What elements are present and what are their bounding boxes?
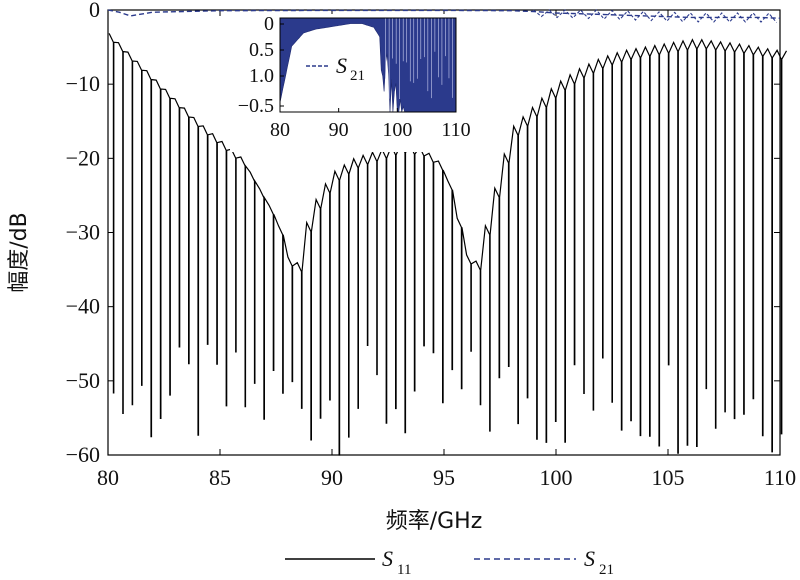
x-tick-label: 110 [764, 465, 796, 490]
y-axis-title: 幅度/dB [7, 212, 32, 292]
series-s21-line [107, 9, 781, 19]
y-tick-label: 0 [89, 0, 100, 22]
x-tick-label: 100 [540, 465, 573, 490]
legend-s11-label-sub: 11 [397, 562, 411, 578]
y-tick-label: −30 [66, 220, 100, 245]
inset-y-tick-label: 0.5 [249, 39, 274, 61]
x-axis-title: 频率/GHz [386, 509, 483, 534]
x-tick-label: 90 [321, 465, 343, 490]
series-s21-ripple [533, 9, 778, 23]
y-tick-label: −40 [66, 294, 100, 319]
inset-legend-label-sub: 21 [350, 68, 365, 84]
x-tick-label: 85 [209, 465, 231, 490]
inset-y-tick-label: 0 [264, 13, 274, 35]
inset-x-tick-label: 80 [270, 119, 290, 141]
x-tick-label: 95 [433, 465, 455, 490]
y-tick-label: −60 [66, 442, 100, 467]
inset-x-tick-label: 100 [382, 119, 412, 141]
y-tick-label: −10 [66, 71, 100, 96]
inset-x-tick-label: 90 [329, 119, 349, 141]
inset-x-tick-label: 110 [441, 119, 470, 141]
x-tick-label: 80 [97, 465, 119, 490]
legend: S 11 S 21 [285, 546, 614, 578]
series-s11-line [108, 33, 788, 456]
legend-s21-label-sub: 21 [599, 562, 614, 578]
inset-legend-box [300, 52, 380, 86]
inset-y-tick-label: −0.5 [238, 95, 274, 117]
x-tick-label: 105 [652, 465, 685, 490]
inset-y-tick-label: 1.0 [249, 65, 274, 87]
legend-s21-label: S [584, 546, 595, 571]
y-tick-label: −50 [66, 368, 100, 393]
legend-s11-label: S [382, 546, 393, 571]
inset-frame [279, 17, 457, 113]
inset-plot: 80 90 100 110 0 0.5 1.0 −0.5 S 21 [230, 13, 471, 152]
y-tick-label: −20 [66, 145, 100, 170]
inset-legend-label: S [336, 53, 347, 78]
main-plot: 80 85 90 95 100 105 110 0 −10 −20 −30 −40 −50 −60 频率/G… [7, 0, 796, 534]
